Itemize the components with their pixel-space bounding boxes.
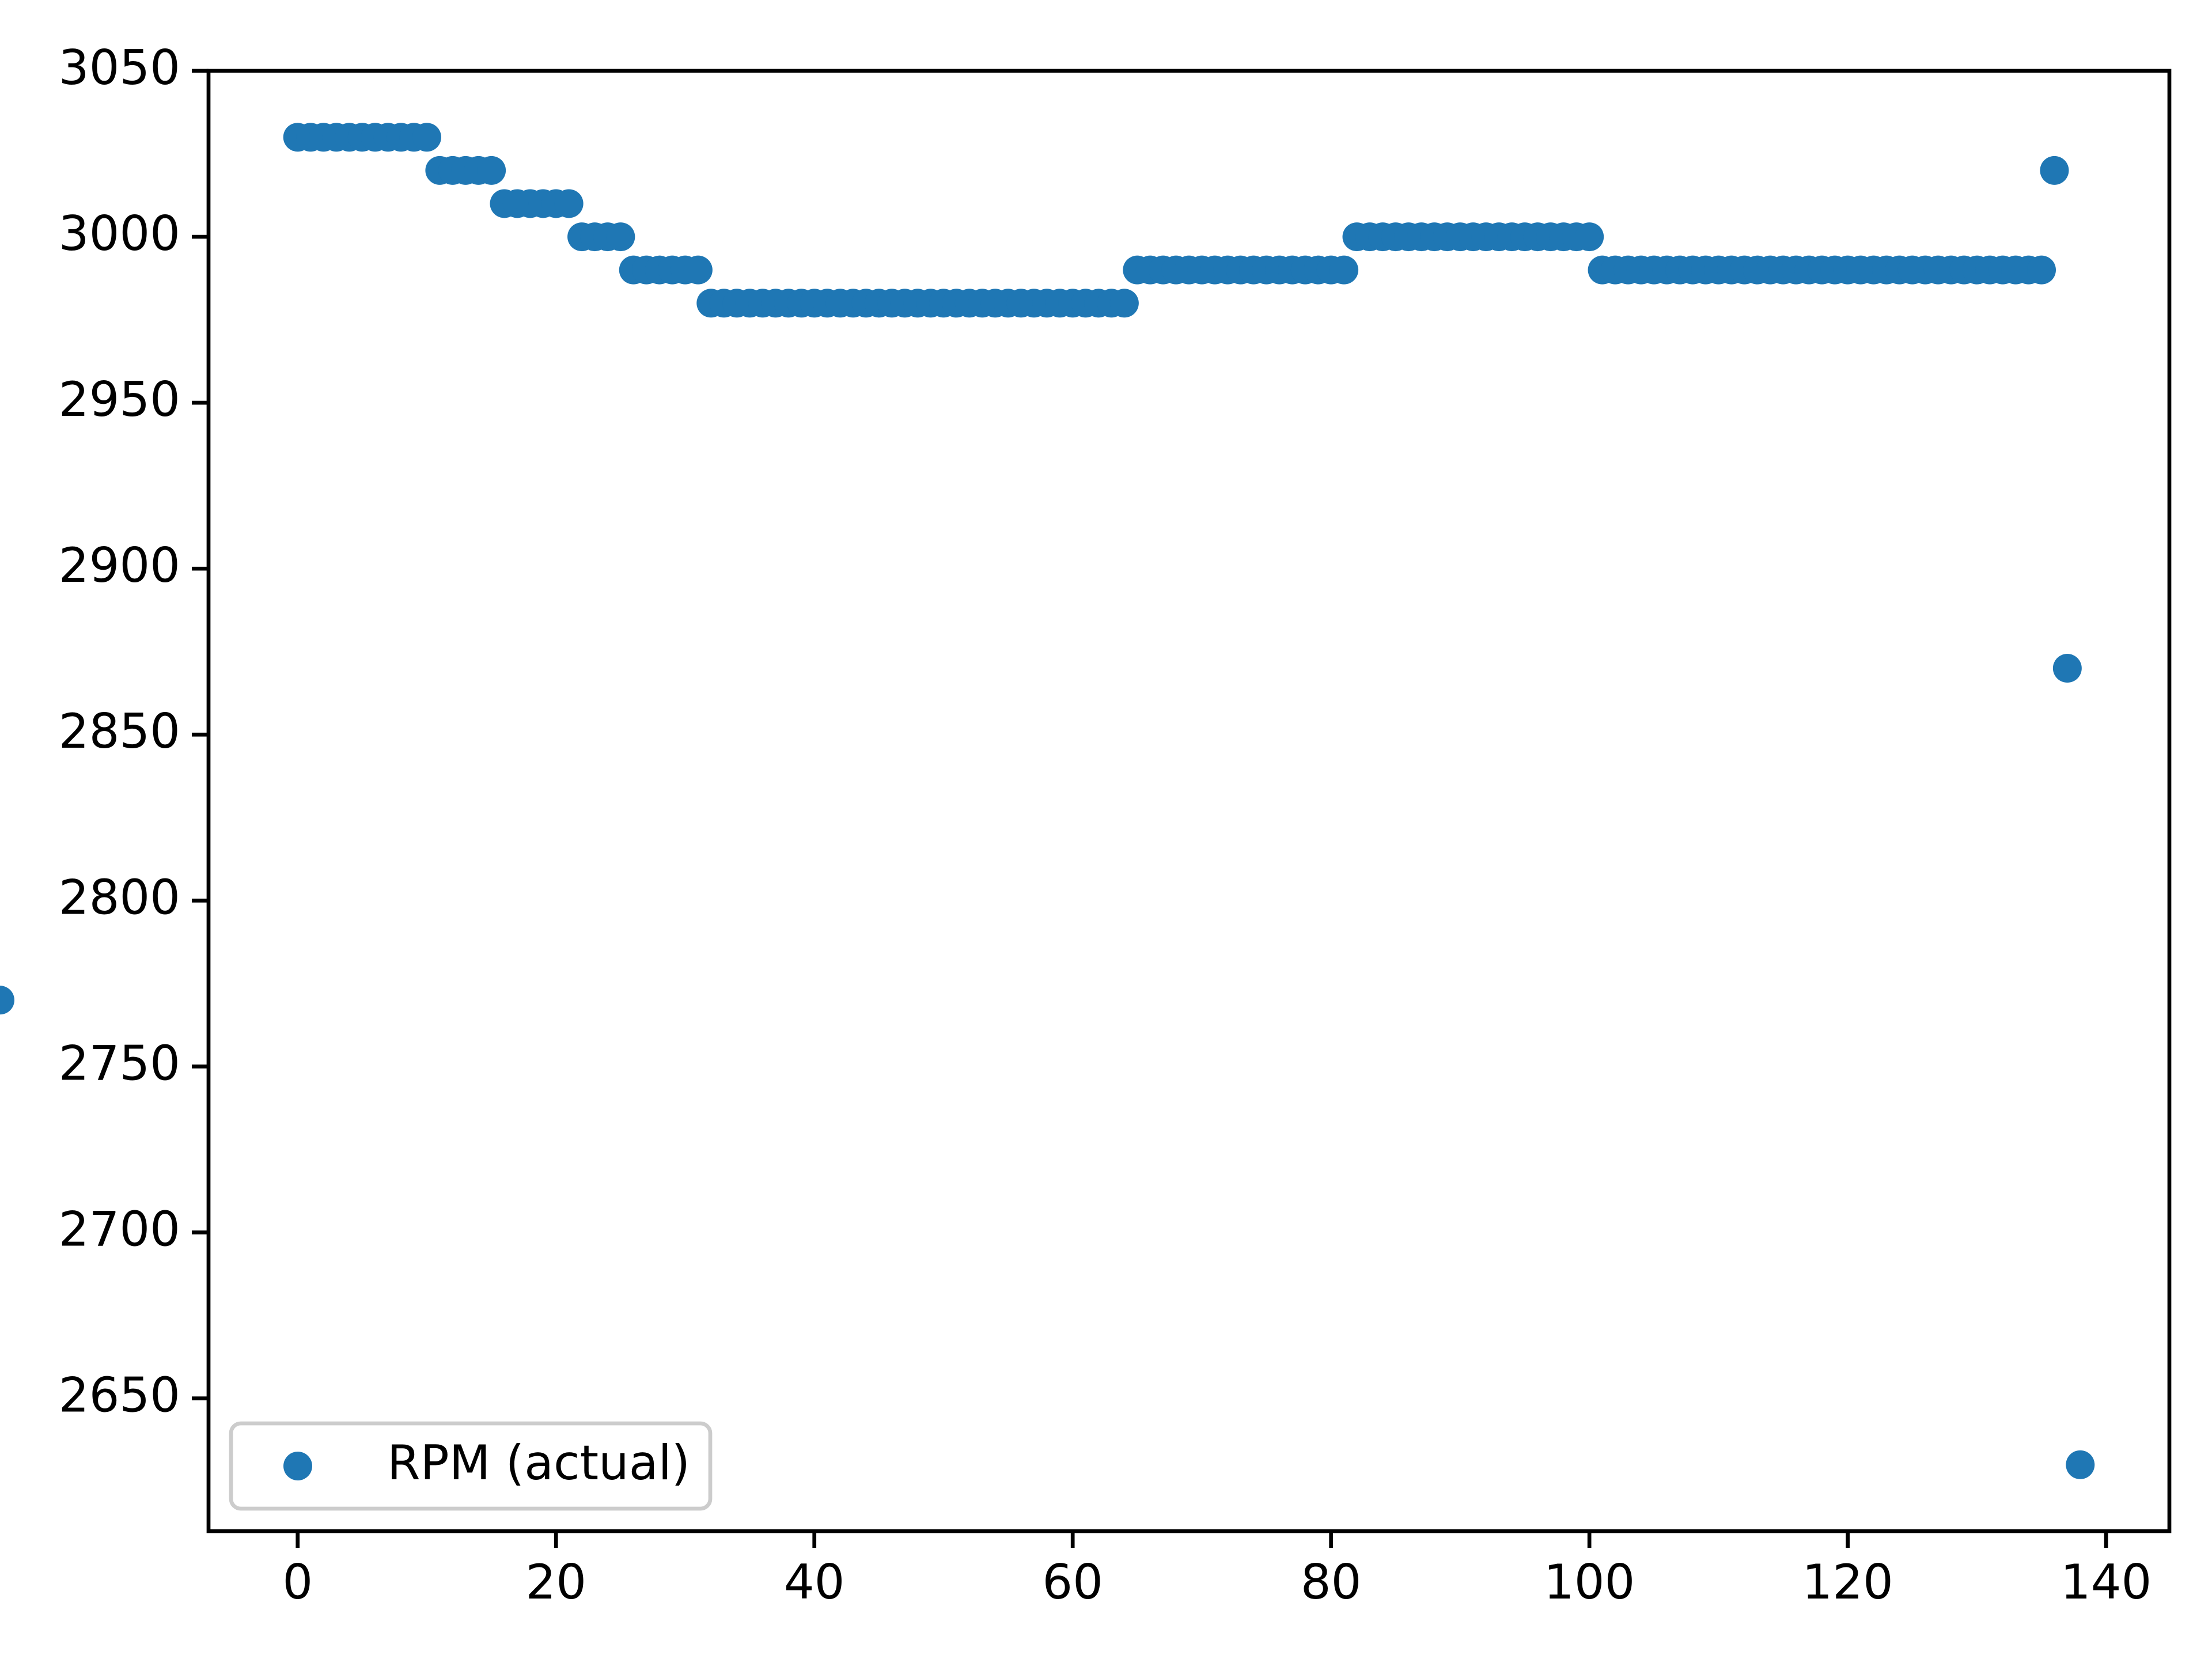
point [606,222,635,252]
x-tick-label: 140 [2061,1554,2152,1610]
x-tick-label: 80 [1301,1554,1362,1610]
y-tick-label: 3050 [59,40,180,96]
y-tick-label: 2700 [59,1201,180,1257]
x-tick-label: 20 [525,1554,586,1610]
legend-label: RPM (actual) [387,1435,690,1491]
x-tick-label: 40 [784,1554,845,1610]
y-tick-label: 2850 [59,703,180,759]
y-tick-label: 2950 [59,372,180,427]
point [1109,289,1139,318]
x-tick-label: 0 [282,1554,313,1610]
y-tick-label: 2900 [59,537,180,593]
point [683,255,713,285]
y-tick-label: 3000 [59,206,180,262]
y-tick-label: 2650 [59,1367,180,1423]
point [554,189,584,218]
legend-marker [283,1452,312,1480]
point [2027,255,2056,285]
x-tick-label: 100 [1544,1554,1635,1610]
point [412,123,441,152]
point [1330,255,1359,285]
point [1575,222,1604,252]
x-tick-label: 60 [1042,1554,1103,1610]
point [2066,1450,2095,1479]
y-tick-label: 2750 [59,1035,180,1091]
point [2052,654,2082,683]
plot-frame [206,69,2172,1533]
point [0,986,14,1015]
x-tick-label: 120 [1802,1554,1893,1610]
point [477,156,506,185]
legend-box [229,1421,713,1511]
y-tick-label: 2800 [59,869,180,925]
point [2040,156,2069,185]
